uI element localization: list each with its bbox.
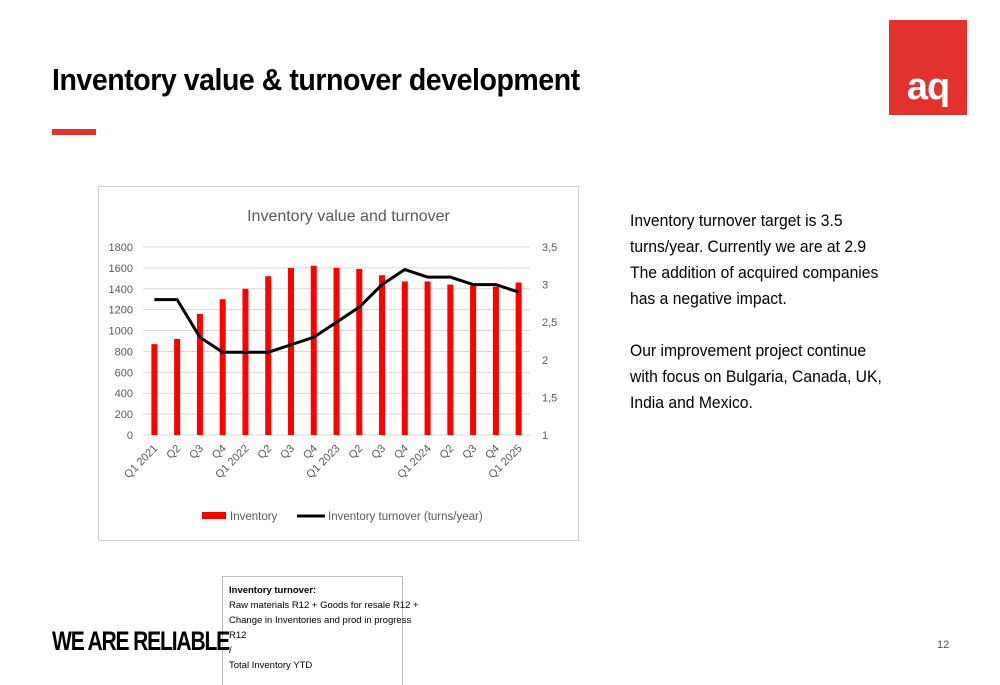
y-right-tick-label: 1 xyxy=(542,430,548,442)
logo-text: aq xyxy=(906,66,950,108)
x-tick-label: Q3 xyxy=(460,443,479,462)
chart-title: Inventory value and turnover xyxy=(247,208,450,225)
x-tick-label: Q3 xyxy=(278,443,297,462)
bar-inventory xyxy=(174,338,181,435)
y-left-tick-label: 200 xyxy=(115,409,133,421)
y-left-tick-label: 0 xyxy=(127,430,133,442)
x-tick-label: Q2 xyxy=(347,443,366,462)
page-title: Inventory value & turnover development xyxy=(52,62,580,97)
chart-container: Inventory value and turnover 0 200 400 600 80… xyxy=(98,186,579,541)
y-left-tick-label: 1000 xyxy=(109,326,133,338)
y-right-tick-label: 3,5 xyxy=(542,242,557,254)
x-tick-label: Q2 xyxy=(164,443,183,462)
bar-inventory xyxy=(424,281,431,435)
commentary: Inventory turnover target is 3.5 turns/y… xyxy=(630,208,915,416)
legend-label-turnover: Inventory turnover (turns/year) xyxy=(328,511,483,523)
x-tick-label: Q1 2021 xyxy=(122,443,160,481)
bar-inventory xyxy=(447,284,454,435)
inventory-chart: Inventory value and turnover 0 200 400 600 80… xyxy=(109,208,558,523)
commentary-target-paragraph: Inventory turnover target is 3.5 turns/y… xyxy=(630,212,879,308)
y-left-tick-label: 1400 xyxy=(109,284,133,296)
formula-title: Inventory turnover: xyxy=(229,585,317,596)
line-turnover xyxy=(154,268,520,354)
x-tick-label: Q2 xyxy=(438,443,457,462)
formula-line: Change in Inventories and prod in progre… xyxy=(229,615,412,626)
y-left-tick-label: 400 xyxy=(115,388,133,400)
y-right-tick-label: 3 xyxy=(542,280,548,292)
y-left-tick-label: 1800 xyxy=(109,242,133,254)
y-left-tick-label: 800 xyxy=(115,346,133,358)
bar-inventory xyxy=(356,268,363,435)
legend-swatch-inventory xyxy=(202,512,226,519)
y-left-tick-label: 600 xyxy=(115,367,133,379)
y-right-tick-label: 2,5 xyxy=(542,317,557,329)
commentary-project-paragraph: Our improvement project continue with fo… xyxy=(630,342,882,412)
y-right-tick-label: 1,5 xyxy=(542,392,557,404)
aq-logo: aq xyxy=(889,20,967,115)
x-tick-label: Q3 xyxy=(369,443,388,462)
title-accent-bar xyxy=(52,129,96,135)
page-number: 12 xyxy=(937,639,950,651)
bar-inventory xyxy=(515,282,522,435)
formula-line: / xyxy=(229,645,232,656)
bar-inventory xyxy=(470,285,477,435)
bar-inventory xyxy=(401,281,408,435)
y-left-tick-label: 1600 xyxy=(109,263,133,275)
bar-inventory xyxy=(333,267,340,435)
y-right-tick-label: 2 xyxy=(542,355,548,367)
formula-line: Raw materials R12 + Goods for resale R12… xyxy=(229,600,419,611)
bar-inventory xyxy=(242,288,249,435)
bar-inventory xyxy=(219,299,226,435)
x-tick-label: Q3 xyxy=(187,443,206,462)
bar-inventory xyxy=(151,344,158,435)
bar-inventory xyxy=(379,275,386,435)
bar-inventory xyxy=(265,276,272,435)
bar-inventory xyxy=(492,286,499,435)
x-tick-label: Q2 xyxy=(255,443,274,462)
formula-line: R12 xyxy=(229,630,247,641)
formula-box: Inventory turnover: Raw materials R12 + … xyxy=(222,576,419,685)
tagline: WE ARE RELIABLE xyxy=(52,626,230,656)
bar-inventory xyxy=(287,267,294,435)
bar-inventory xyxy=(196,313,203,435)
legend-label-inventory: Inventory xyxy=(230,511,278,523)
bar-inventory xyxy=(310,265,317,435)
y-left-tick-label: 1200 xyxy=(109,305,133,317)
formula-line: Total Inventory YTD xyxy=(229,660,313,671)
